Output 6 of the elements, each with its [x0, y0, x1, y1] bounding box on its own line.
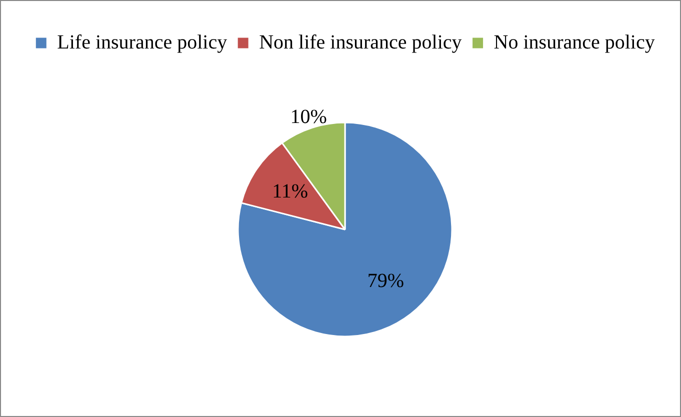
legend-label: Life insurance policy: [57, 31, 228, 54]
data-label: 10%: [290, 106, 327, 128]
data-label: 79%: [367, 270, 404, 292]
legend-label: Non life insurance policy: [259, 31, 462, 54]
legend-label: No insurance policy: [494, 31, 655, 54]
data-label: 11%: [272, 180, 308, 202]
